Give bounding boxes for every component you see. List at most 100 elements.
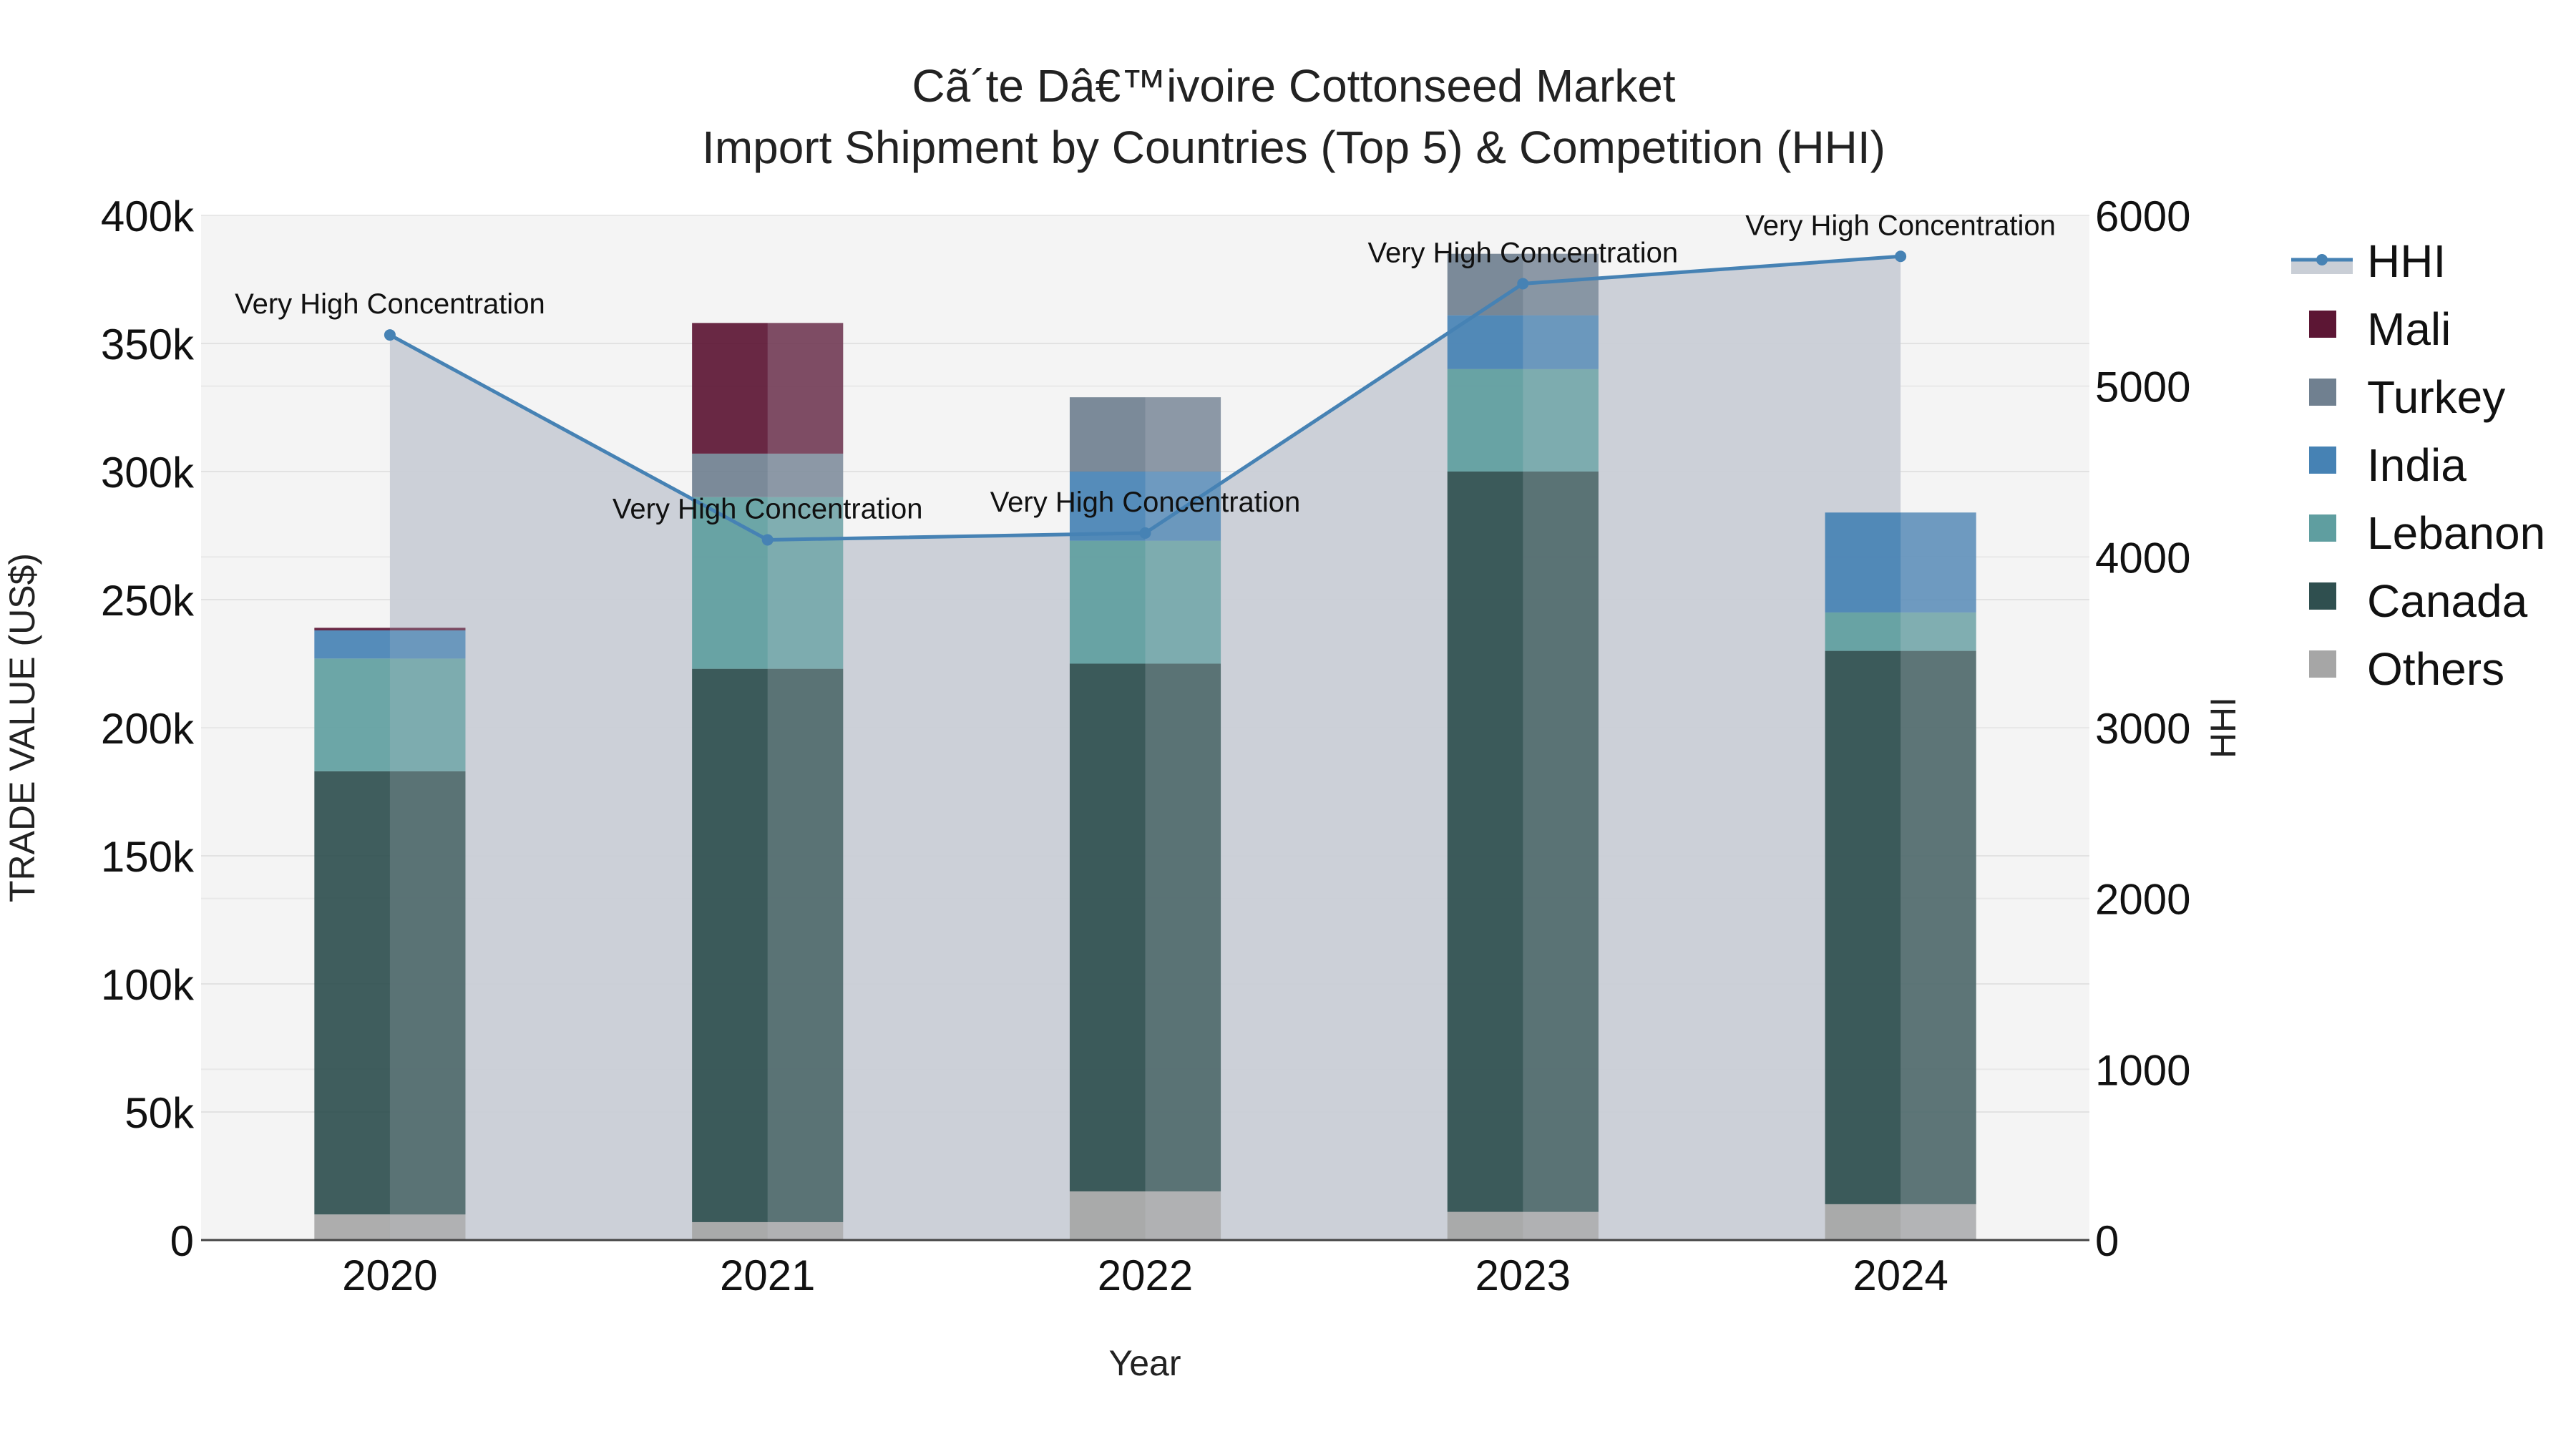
y2-tick-label: 1000 (2095, 1046, 2190, 1094)
y2-tick-label: 4000 (2095, 534, 2190, 582)
bars (314, 253, 1976, 1240)
bar-india-2024 (1825, 512, 1976, 613)
hhi-label-2022: Very High Concentration (990, 487, 1301, 518)
legend-swatch-india (2309, 447, 2336, 474)
y-axis-ticks: 0 50k 100k 150k 200k 250k 300k 350k 400k (101, 192, 195, 1265)
legend-swatch-hhi-marker (2316, 254, 2328, 265)
y-tick-label: 200k (101, 705, 195, 753)
legend-label-india: India (2367, 439, 2467, 491)
y2-tick-label: 0 (2095, 1217, 2119, 1265)
legend: HHI Mali Turkey India Lebanon Canada Others (2291, 235, 2545, 695)
bar-mali-2021-overlay (767, 323, 844, 454)
y-tick-label: 150k (101, 833, 195, 881)
legend-label-others: Others (2367, 643, 2504, 695)
bar-india-2023 (1447, 315, 1599, 369)
bar-canada-2024 (1825, 650, 1976, 1204)
bar-canada-2023 (1447, 472, 1599, 1212)
hhi-label-2020: Very High Concentration (235, 288, 545, 320)
bar-lebanon-2023-overlay (1523, 369, 1599, 472)
y2-tick-label: 2000 (2095, 876, 2190, 924)
x-tick-label: 2023 (1475, 1252, 1571, 1299)
chart-title-line2: Import Shipment by Countries (Top 5) & C… (702, 122, 1885, 173)
y-tick-label: 400k (101, 192, 195, 240)
x-tick-label: 2022 (1098, 1252, 1193, 1299)
bar-lebanon-2020-overlay (389, 658, 466, 771)
bar-lebanon-2021-overlay (767, 497, 844, 669)
y-tick-label: 300k (101, 449, 195, 497)
hhi-label-2023: Very High Concentration (1368, 237, 1679, 268)
hhi-label-2024: Very High Concentration (1745, 210, 2056, 241)
bar-turkey-2022 (1069, 397, 1221, 472)
legend-swatch-hhi-area (2291, 260, 2353, 274)
chart-title-line1: Cã´te Dâ€™ivoire Cottonseed Market (912, 60, 1675, 112)
y-axis-title: TRADE VALUE (US$) (2, 553, 42, 902)
bar-canada-2020 (314, 771, 466, 1215)
legend-swatch-lebanon (2309, 514, 2336, 542)
hhi-labels: Very High Concentration Very High Concent… (235, 210, 2056, 525)
hhi-point-2022 (1139, 527, 1151, 539)
bar-india-2020-overlay (389, 630, 466, 659)
bar-others-2020-overlay (389, 1214, 466, 1240)
bar-others-2023 (1447, 1211, 1599, 1240)
legend-label-canada: Canada (2367, 575, 2528, 627)
bar-canada-2023-overlay (1523, 472, 1599, 1212)
y-tick-label: 350k (101, 321, 195, 369)
legend-label-hhi: HHI (2367, 235, 2446, 287)
bar-canada-2022-overlay (1145, 663, 1221, 1191)
bar-others-2021 (692, 1221, 844, 1240)
y-tick-label: 0 (170, 1217, 194, 1265)
x-axis-title: Year (1108, 1343, 1181, 1383)
y2-tick-label: 3000 (2095, 705, 2190, 753)
bar-lebanon-2024 (1825, 612, 1976, 651)
bar-turkey-2022-overlay (1145, 397, 1221, 472)
bar-canada-2024-overlay (1901, 650, 1976, 1204)
bar-others-2021-overlay (767, 1221, 844, 1240)
hhi-line (384, 250, 1907, 546)
y-tick-label: 250k (101, 577, 195, 625)
x-tick-label: 2021 (720, 1252, 815, 1299)
legend-swatch-others (2309, 650, 2336, 678)
bar-others-2024-overlay (1901, 1204, 1976, 1240)
bar-india-2024-overlay (1901, 512, 1976, 613)
y2-axis-title: HHI (2203, 697, 2243, 758)
bar-turkey-2021-overlay (767, 453, 844, 497)
bar-turkey-2021 (692, 453, 844, 497)
bar-canada-2021 (692, 668, 844, 1222)
bar-lebanon-2021 (692, 497, 844, 669)
y2-tick-label: 5000 (2095, 364, 2190, 411)
legend-swatch-turkey (2309, 379, 2336, 406)
bar-others-2022-overlay (1145, 1191, 1221, 1240)
bar-others-2022 (1069, 1191, 1221, 1240)
legend-label-turkey: Turkey (2367, 371, 2505, 423)
bar-lebanon-2023 (1447, 369, 1599, 472)
bar-others-2024 (1825, 1204, 1976, 1240)
legend-swatch-canada (2309, 582, 2336, 610)
bar-lebanon-2024-overlay (1901, 612, 1976, 651)
bar-canada-2022 (1069, 663, 1221, 1191)
y2-axis-ticks: 0 1000 2000 3000 4000 5000 6000 (2095, 192, 2190, 1265)
bar-mali-2020-overlay (389, 628, 466, 630)
hhi-point-2024 (1895, 250, 1907, 263)
bar-mali-2021 (692, 323, 844, 454)
bar-lebanon-2020 (314, 658, 466, 771)
hhi-point-2020 (384, 329, 396, 341)
bar-others-2020 (314, 1214, 466, 1240)
y2-tick-label: 6000 (2095, 192, 2190, 240)
legend-swatch-mali (2309, 311, 2336, 338)
bar-mali-2020 (314, 628, 466, 630)
bar-canada-2020-overlay (389, 771, 466, 1215)
bar-india-2020 (314, 630, 466, 659)
x-tick-label: 2020 (342, 1252, 437, 1299)
hhi-point-2021 (761, 534, 774, 546)
legend-label-lebanon: Lebanon (2367, 507, 2545, 559)
y-tick-label: 100k (101, 961, 195, 1009)
hhi-point-2023 (1517, 278, 1529, 290)
y-tick-label: 50k (125, 1089, 195, 1137)
bar-india-2023-overlay (1523, 315, 1599, 369)
bar-lebanon-2022 (1069, 540, 1221, 664)
hhi-label-2021: Very High Concentration (613, 493, 923, 525)
bar-others-2023-overlay (1523, 1211, 1599, 1240)
bar-lebanon-2022-overlay (1145, 540, 1221, 664)
x-axis-ticks: 2020 2021 2022 2023 2024 (342, 1252, 1948, 1299)
